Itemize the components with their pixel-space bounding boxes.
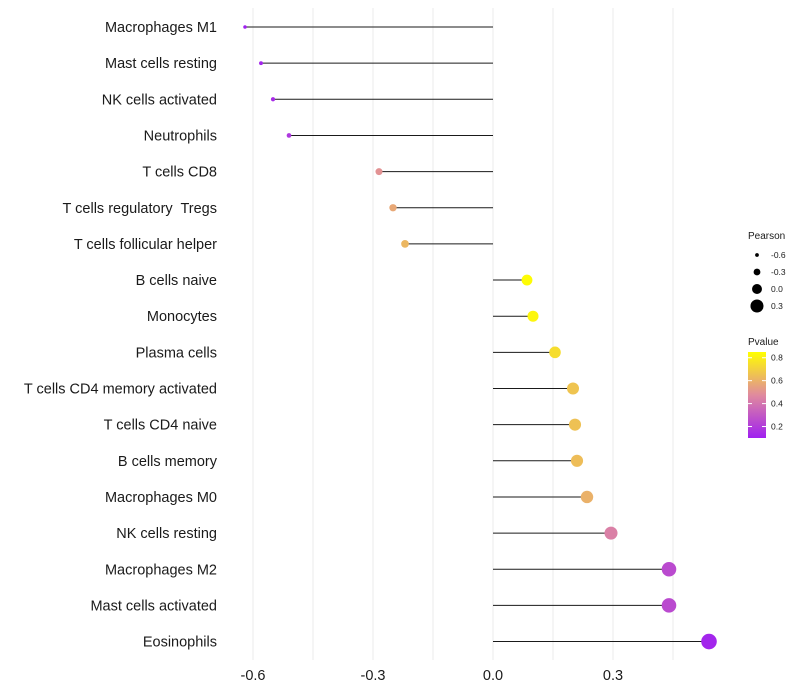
category-label: T cells CD8: [142, 165, 217, 181]
lollipop-point: [375, 168, 383, 176]
color-legend-label: 0.8: [771, 353, 783, 363]
x-tick-label: -0.6: [241, 668, 266, 684]
size-legend-label: 0.0: [771, 284, 783, 294]
category-label: Plasma cells: [136, 345, 217, 361]
color-legend-label: 0.4: [771, 399, 783, 409]
color-legend-title: Pvalue: [748, 337, 779, 348]
lollipop-point: [549, 346, 561, 359]
size-legend-key: [750, 299, 764, 313]
category-label: B cells memory: [118, 454, 218, 470]
category-label: Monocytes: [147, 309, 217, 325]
lollipop-point: [580, 490, 594, 504]
lollipop-point: [270, 97, 276, 102]
lollipop-point: [527, 310, 539, 322]
color-legend-bar: [748, 352, 766, 438]
x-axis-ticks: -0.6 -0.3 0.0 0.3: [241, 668, 624, 684]
category-label: T cells regulatory Tregs: [63, 201, 217, 217]
lollipop-point: [401, 240, 409, 248]
size-legend-label: -0.3: [771, 267, 786, 277]
category-label: NK cells resting: [116, 526, 217, 542]
category-label: Macrophages M1: [105, 20, 217, 36]
x-tick-label: -0.3: [361, 668, 386, 684]
pvalue-color-legend: Pvalue 0.2 0.4 0.6 0.8: [748, 337, 783, 438]
size-legend-label: -0.6: [771, 250, 786, 260]
category-label: Neutrophils: [144, 128, 217, 144]
size-legend-key: [752, 284, 762, 294]
category-label: B cells naive: [136, 273, 217, 289]
x-tick-label: 0.3: [603, 668, 623, 684]
point-layer: [243, 25, 717, 650]
stem-layer: [245, 26, 709, 643]
grid-layer: [252, 8, 674, 660]
category-label: T cells CD4 naive: [104, 418, 217, 434]
pearson-size-legend: Pearson -0.6 -0.3 0.0 0.3: [748, 231, 786, 313]
category-label: Macrophages M0: [105, 490, 217, 506]
lollipop-point: [521, 274, 533, 286]
category-label: Eosinophils: [143, 635, 217, 651]
size-legend-label: 0.3: [771, 301, 783, 311]
lollipop-point: [566, 382, 580, 395]
color-legend-label: 0.6: [771, 376, 783, 386]
lollipop-point: [661, 561, 677, 577]
size-legend-title: Pearson: [748, 231, 785, 242]
lollipop-point: [286, 133, 292, 138]
lollipop-point: [570, 454, 584, 467]
lollipop-point: [661, 598, 677, 613]
lollipop-point: [259, 61, 263, 66]
lollipop-point: [389, 204, 397, 212]
category-label: NK cells activated: [102, 92, 217, 108]
lollipop-point: [604, 526, 618, 540]
category-label: Mast cells activated: [90, 598, 217, 614]
lollipop-point: [701, 633, 717, 650]
x-tick-label: 0.0: [483, 668, 503, 684]
size-legend-key: [755, 253, 759, 257]
category-label: Mast cells resting: [105, 56, 217, 72]
lollipop-point: [568, 418, 582, 431]
lollipop-point: [243, 25, 247, 29]
category-label: T cells follicular helper: [74, 237, 217, 253]
color-legend-label: 0.2: [771, 422, 783, 432]
size-legend-key: [753, 268, 761, 276]
category-label: Macrophages M2: [105, 562, 217, 578]
category-labels: Macrophages M1 Mast cells resting NK cells…: [24, 20, 218, 651]
category-label: T cells CD4 memory activated: [24, 382, 217, 398]
